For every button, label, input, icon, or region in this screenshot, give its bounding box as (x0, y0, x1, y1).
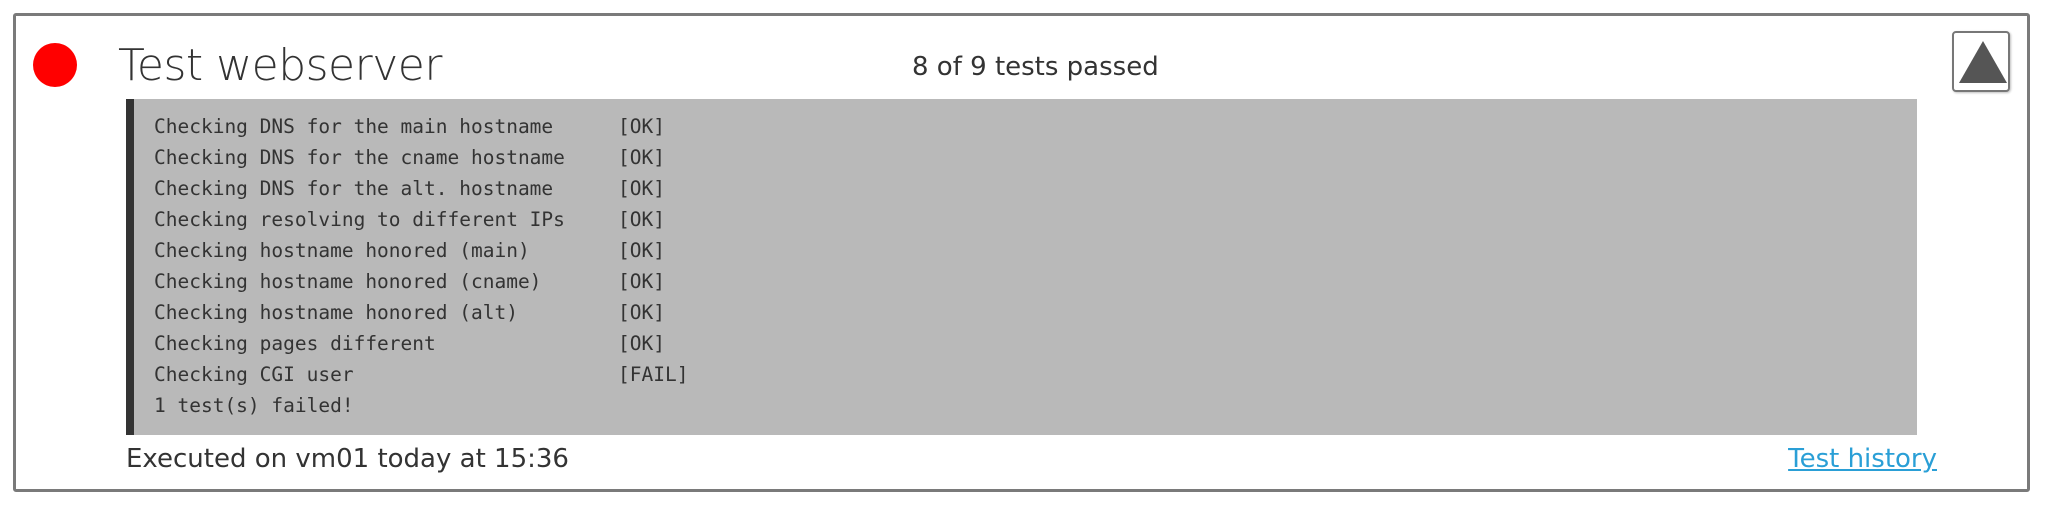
test-summary: 8 of 9 tests passed (912, 52, 1159, 82)
output-line: Checking pages different [OK] (154, 328, 1917, 359)
check-result: [OK] (618, 301, 665, 324)
output-line: 1 test(s) failed! (154, 390, 1917, 421)
check-result: [OK] (618, 115, 665, 138)
output-line: Checking DNS for the alt. hostname [OK] (154, 173, 1917, 204)
output-line: Checking resolving to different IPs [OK] (154, 204, 1917, 235)
check-name: Checking DNS for the main hostname (154, 115, 554, 138)
test-output: Checking DNS for the main hostname [OK] C… (126, 99, 1917, 435)
output-line: Checking hostname honored (cname) [OK] (154, 266, 1917, 297)
output-line: Checking hostname honored (main) [OK] (154, 235, 1917, 266)
output-line: Checking DNS for the cname hostname [OK] (154, 142, 1917, 173)
check-name: Checking DNS for the cname hostname (154, 146, 565, 169)
check-result: [OK] (618, 239, 665, 262)
test-title: Test webserver (118, 40, 442, 91)
execution-info: Executed on vm01 today at 15:36 (126, 444, 569, 474)
triangle-up-icon (1959, 41, 2007, 83)
output-line: Checking CGI user [FAIL] (154, 359, 1917, 390)
check-name: Checking hostname honored (main) (154, 239, 530, 262)
output-line: Checking DNS for the main hostname [OK] (154, 111, 1917, 142)
check-result: [OK] (618, 146, 665, 169)
check-name: Checking pages different (154, 332, 436, 355)
check-result: [OK] (618, 332, 665, 355)
failure-summary: 1 test(s) failed! (154, 394, 354, 417)
status-failed-indicator (33, 43, 77, 87)
check-name: Checking resolving to different IPs (154, 208, 565, 231)
output-line: Checking hostname honored (alt) [OK] (154, 297, 1917, 328)
test-result-card: Test webserver 8 of 9 tests passed Check… (13, 13, 2030, 492)
check-result: [OK] (618, 177, 665, 200)
check-result: [OK] (618, 208, 665, 231)
check-name: Checking CGI user (154, 363, 354, 386)
test-history-link[interactable]: Test history (1788, 444, 1937, 474)
check-result: [FAIL] (618, 363, 689, 386)
collapse-button[interactable] (1952, 31, 2010, 92)
check-name: Checking DNS for the alt. hostname (154, 177, 554, 200)
check-result: [OK] (618, 270, 665, 293)
check-name: Checking hostname honored (alt) (154, 301, 518, 324)
check-name: Checking hostname honored (cname) (154, 270, 542, 293)
